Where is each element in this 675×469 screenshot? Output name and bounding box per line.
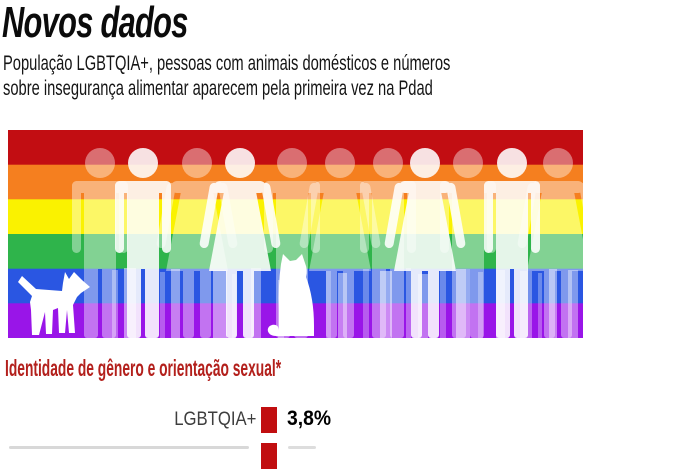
cutoff-row-bar	[261, 443, 277, 469]
bar-lgbtqia	[261, 407, 277, 433]
page-title: Novos dados	[2, 0, 188, 47]
dog-icon	[18, 272, 90, 335]
bar-value-lgbtqia: 3,8%	[287, 407, 332, 430]
page-subtitle: População LGBTQIA+, pessoas com animais …	[3, 51, 642, 101]
bar-row-label-lgbtqia: LGBTQIA+	[173, 409, 256, 430]
rainbow-banner-illustration	[8, 130, 583, 338]
subtitle-line-2: sobre insegurança alimentar aparecem pel…	[3, 77, 433, 100]
cutoff-row-label	[9, 446, 249, 449]
cat-icon	[267, 254, 314, 336]
section-title: Identidade de gênero e orientação sexual…	[5, 355, 282, 381]
cutoff-row-value	[288, 446, 316, 449]
infographic-page: Novos dados População LGBTQIA+, pessoas …	[2, 0, 642, 469]
subtitle-line-1: População LGBTQIA+, pessoas com animais …	[3, 52, 451, 75]
